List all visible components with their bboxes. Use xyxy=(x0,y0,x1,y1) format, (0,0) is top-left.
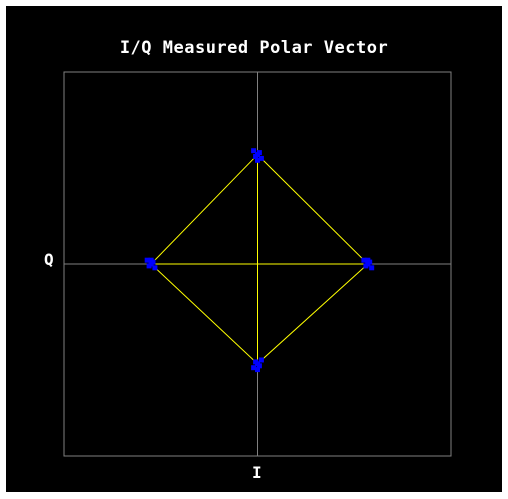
symbol-point-2 xyxy=(256,150,262,156)
symbol-point-18 xyxy=(255,367,260,373)
symbol-point-24 xyxy=(148,257,154,263)
chart-title: I/Q Measured Polar Vector xyxy=(119,38,389,58)
symbol-point-12 xyxy=(365,257,371,263)
symbol-point-11 xyxy=(369,265,375,271)
x-axis-label: I xyxy=(252,463,262,482)
symbol-point-9 xyxy=(363,263,369,269)
symbol-point-22 xyxy=(152,265,158,271)
symbol-point-21 xyxy=(146,263,152,269)
symbol-point-16 xyxy=(258,357,264,363)
symbol-point-6 xyxy=(255,157,260,163)
symbol-point-17 xyxy=(251,365,257,371)
symbol-point-15 xyxy=(253,359,259,365)
symbol-point-23 xyxy=(144,257,150,263)
plot-background xyxy=(6,6,502,492)
symbol-point-14 xyxy=(256,363,262,369)
symbol-point-3 xyxy=(253,154,259,159)
symbol-point-10 xyxy=(361,257,367,263)
y-axis-label: Q xyxy=(44,250,54,269)
symbol-point-5 xyxy=(251,148,257,154)
trajectory-trace xyxy=(149,153,370,365)
symbol-point-4 xyxy=(258,155,264,161)
